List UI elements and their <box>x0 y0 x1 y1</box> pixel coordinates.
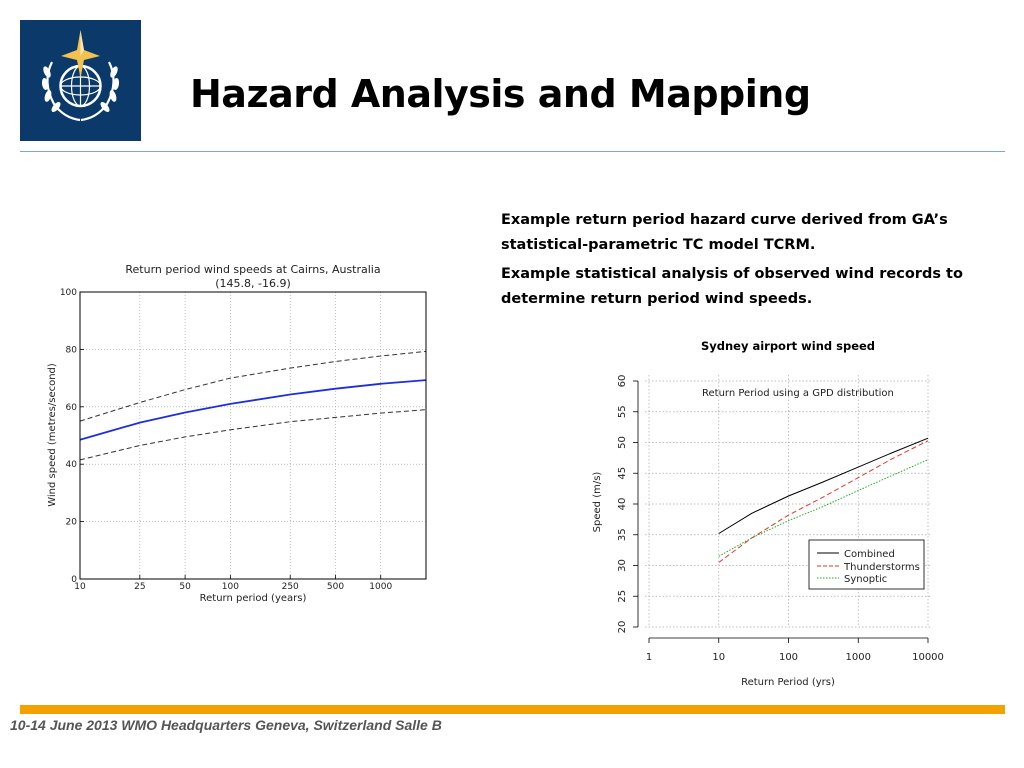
chart-subtitle: (145.8, -16.9) <box>215 277 291 290</box>
x-tick-label: 50 <box>179 582 191 592</box>
y-tick-label: 35 <box>617 528 628 541</box>
wmo-emblem-icon <box>41 30 120 122</box>
x-axis-label: Return period (years) <box>200 593 307 604</box>
legend: Combined Thunderstorms Synoptic <box>808 539 925 590</box>
x-tick-label: 100 <box>779 652 798 663</box>
x-tick-label: 25 <box>134 582 145 592</box>
legend-box <box>808 539 925 590</box>
page-title: Hazard Analysis and Mapping <box>190 72 811 116</box>
chart-annotation: Return Period using a GPD distribution <box>702 388 894 399</box>
bullet-item-1: Example return period hazard curve deriv… <box>501 212 948 253</box>
chart-title: Return period wind speeds at Cairns, Aus… <box>125 263 380 276</box>
x-tick-label: 250 <box>282 582 299 592</box>
y-tick-label: 25 <box>617 590 628 603</box>
y-tick-label: 30 <box>617 559 628 572</box>
y-tick-label: 50 <box>617 436 628 449</box>
x-tick-label: 1 <box>646 652 652 663</box>
series-line-combined <box>718 437 929 534</box>
y-tick-label: 0 <box>71 575 77 585</box>
y-tick-label: 100 <box>60 288 77 298</box>
y-tick-label: 55 <box>617 405 628 418</box>
series-line-thunderstorms <box>718 440 929 563</box>
x-tick-label: 10000 <box>912 652 944 663</box>
x-tick-label: 1000 <box>846 652 871 663</box>
legend-label-combined: Combined <box>844 549 895 560</box>
plot-frame <box>79 291 427 580</box>
x-tick-label: 100 <box>222 582 239 592</box>
y-tick-label: 40 <box>617 498 628 511</box>
footer-bar <box>20 705 1005 714</box>
y-tick-label: 60 <box>617 375 628 388</box>
x-tick-label: 500 <box>327 582 344 592</box>
series-line-median <box>79 379 427 441</box>
y-tick-label: 80 <box>66 345 78 355</box>
series-line-bound <box>79 350 427 422</box>
bullet-list: Example return period hazard curve deriv… <box>497 208 997 316</box>
x-axis-label: Return Period (yrs) <box>741 677 835 688</box>
y-tick-label: 40 <box>66 460 78 470</box>
x-tick-label: 10 <box>712 652 725 663</box>
y-tick-label: 20 <box>66 518 78 528</box>
legend-label-synoptic: Synoptic <box>844 574 887 585</box>
y-tick-label: 45 <box>617 467 628 480</box>
x-tick-label: 1000 <box>369 582 392 592</box>
legend-label-thunderstorms: Thunderstorms <box>843 562 920 573</box>
x-tick-label: 10 <box>74 582 86 592</box>
bullet-item-2: Example statistical analysis of observed… <box>501 266 963 307</box>
y-tick-label: 20 <box>617 621 628 634</box>
cairns-return-period-chart: Return period wind speeds at Cairns, Aus… <box>47 263 427 604</box>
chart-title: Sydney airport wind speed <box>701 339 875 353</box>
wmo-logo <box>20 20 141 141</box>
footer-text: 10-14 June 2013 WMO Headquarters Geneva,… <box>10 717 442 733</box>
series-line-bound <box>79 409 427 461</box>
y-axis-label: Wind speed (metres/second) <box>47 363 58 507</box>
sydney-wind-speed-chart: Sydney airport wind speed Return Period … <box>592 339 944 688</box>
title-divider <box>20 151 1005 152</box>
series-line-synoptic <box>718 459 929 557</box>
y-tick-label: 60 <box>66 403 78 413</box>
y-axis-label: Speed (m/s) <box>592 472 603 533</box>
